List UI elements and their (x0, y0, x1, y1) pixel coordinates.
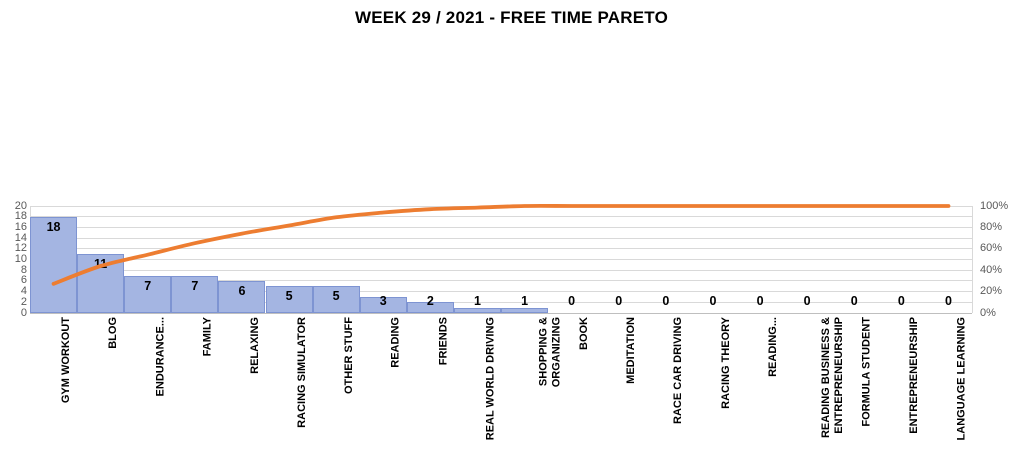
bar-value-label: 0 (662, 294, 670, 308)
x-label-real-world-driving: REAL WORLD DRIVING (483, 317, 496, 441)
bar-value-label: 11 (94, 257, 108, 272)
bar-value-label: 18 (46, 219, 61, 234)
x-label-blog: BLOG (107, 317, 120, 349)
x-label-language-learning: LANGUAGE LEARNING (954, 317, 967, 441)
bar-value-label: 5 (332, 289, 340, 304)
bar-value-label: 3 (379, 294, 387, 308)
bar-relaxing (218, 280, 266, 313)
bar-value-label: 0 (756, 294, 764, 308)
gridline (30, 248, 972, 250)
bar-value-label: 6 (238, 283, 246, 298)
x-label-reading-business-entrepreneurship: READING BUSINESS & ENTREPRENEURSHIP (820, 317, 846, 439)
chart-title: WEEK 29 / 2021 - FREE TIME PARETO (355, 8, 668, 27)
y-left-tick: 16 (14, 220, 27, 233)
bar-value-label: 0 (803, 294, 811, 308)
x-label-entrepreneurship: ENTREPRENEURSHIP (907, 317, 920, 434)
bar-racing-simulator (265, 286, 313, 313)
bar-reading (359, 296, 407, 313)
y-right-tick: 40% (980, 263, 1003, 276)
cumulative-line-path (51, 203, 951, 286)
y-right-tick: 0% (980, 306, 996, 319)
y-left-tick: 4 (20, 285, 27, 298)
y-left-tick: 6 (20, 274, 27, 287)
y-left-tick: 0 (20, 306, 27, 319)
bar-value-label: 7 (191, 278, 199, 293)
gridline (30, 237, 972, 239)
x-label-shopping-organizing: SHOPPING & ORGANIZING (537, 317, 563, 388)
y-left-tick: 14 (14, 231, 27, 244)
y-right-tick: 80% (980, 220, 1003, 233)
bar-value-label: 2 (426, 294, 434, 308)
bar-value-label: 0 (897, 294, 905, 308)
y-right-tick: 60% (980, 242, 1003, 255)
y-left-tick: 10 (14, 253, 27, 265)
gridline (30, 216, 972, 218)
x-label-meditation: MEDITATION (625, 317, 638, 384)
y-left-tick: 2 (20, 295, 27, 308)
y-left-tick: 12 (14, 242, 27, 255)
x-label-book: BOOK (578, 317, 591, 350)
x-label-gym-workout: GYM WORKOUT (60, 317, 73, 404)
bar-shopping-organizing (501, 307, 549, 313)
gridline (30, 205, 972, 207)
gridline (30, 269, 972, 271)
x-axis-labels: GYM WORKOUT BLOG ENDURANCE... FAMILY RELAXIN… (30, 317, 972, 472)
x-label-endurance: ENDURANCE... (154, 317, 167, 397)
bar-real-world-driving (453, 307, 501, 313)
y-right-tick: 100% (980, 199, 1009, 212)
gridline (30, 226, 972, 228)
x-label-reading: READING (389, 317, 402, 368)
bar-other-stuff (312, 286, 360, 313)
bar-value-label: 0 (850, 294, 858, 308)
gridline (30, 259, 972, 260)
x-label-reading: READING... (766, 317, 779, 377)
x-label-formula-student: FORMULA STUDENT (860, 317, 873, 427)
bar-value-label: 7 (144, 278, 152, 293)
bar-value-label: 1 (473, 294, 481, 308)
x-label-relaxing: RELAXING (248, 317, 261, 374)
bar-value-label: 0 (568, 294, 576, 308)
x-label-family: FAMILY (201, 317, 214, 357)
x-label-racing-theory: RACING THEORY (719, 317, 732, 409)
x-label-other-stuff: OTHER STUFF (342, 317, 355, 394)
plot-border (971, 206, 973, 313)
y-right-tick: 20% (980, 285, 1003, 298)
y-left-tick: 8 (20, 263, 27, 276)
bar-friends (406, 302, 454, 313)
x-label-friends: FRIENDS (436, 317, 449, 366)
y-left-tick: 20 (14, 199, 27, 212)
y-left-tick: 18 (14, 210, 27, 223)
bar-value-label: 0 (709, 294, 717, 308)
x-label-race-car-driving: RACE CAR DRIVING (672, 317, 685, 424)
bar-value-label: 0 (615, 294, 623, 308)
bar-value-label: 0 (944, 294, 952, 308)
bar-value-label: 1 (521, 294, 529, 308)
x-label-racing-simulator: RACING SIMULATOR (295, 317, 308, 428)
bar-value-label: 5 (285, 289, 293, 304)
